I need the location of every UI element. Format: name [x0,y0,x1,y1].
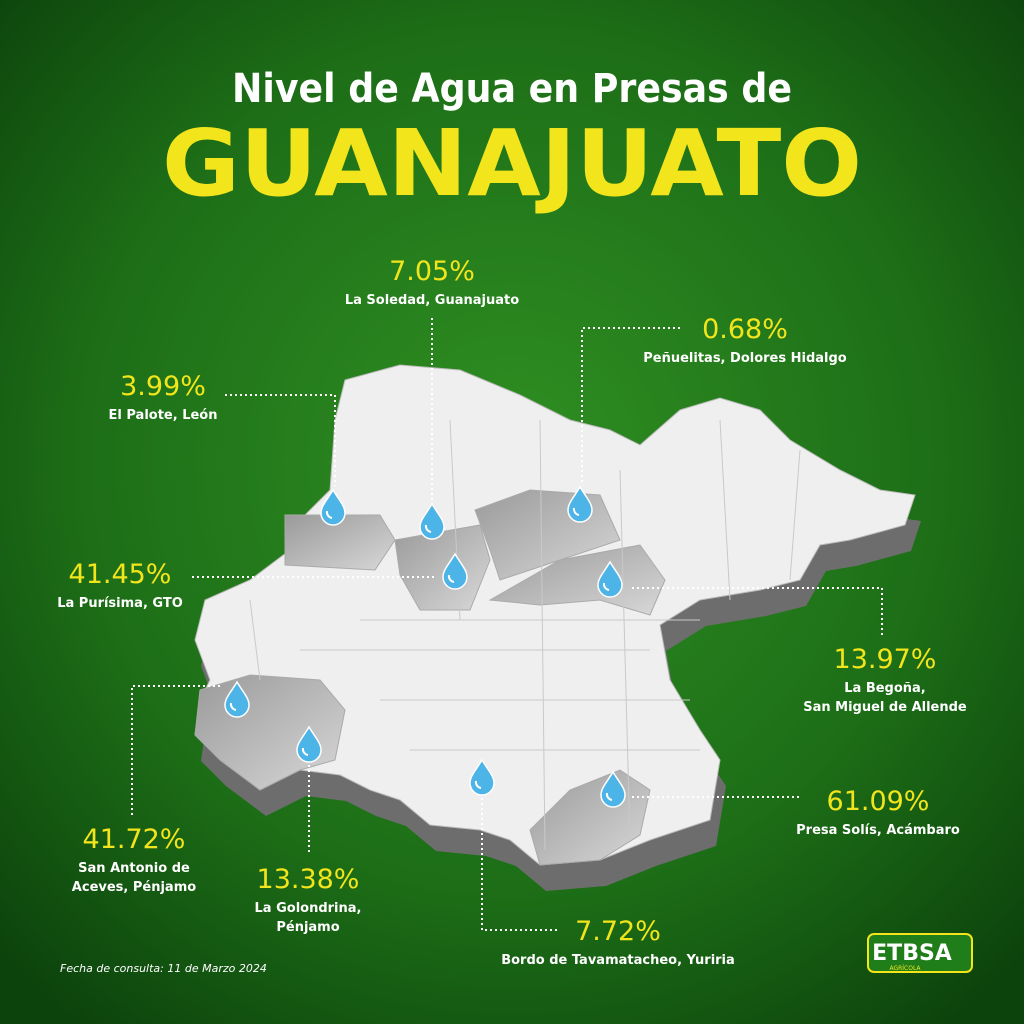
map-state [194,364,916,866]
dam: 3.99% El Palote, León [109,371,346,526]
dam-name: Peñuelitas, Dolores Hidalgo [643,351,847,366]
water-drop [600,770,626,808]
dam: 7.05% La Soledad, Guanajuato [345,256,519,540]
water-drop [296,725,322,763]
dam-name: Aceves, Pénjamo [72,880,196,895]
drop-body [469,758,495,796]
logo: ETBSA AGRÍCOLA [867,933,973,973]
dam: 61.09% Presa Solís, Acámbaro [600,770,960,838]
leader-line [632,587,883,636]
dam: 7.72% Bordo de Tavamatacheo, Yuriria [469,758,735,968]
dam-name: La Begoña, [844,681,926,696]
drop-body [296,725,322,763]
logo-box [867,933,973,973]
dam-level: 13.38% [257,864,360,895]
drop-highlight [447,574,455,583]
water-drop [224,680,250,718]
logo-brand: ETBSA [872,941,952,966]
dam-level: 7.72% [575,916,661,947]
border [249,419,801,851]
drop-body [597,560,623,598]
drop-body [442,552,468,590]
dam: 13.38% La Golondrina, Pénjamo [255,725,362,935]
dam-name: Bordo de Tavamatacheo, Yuriria [501,953,735,968]
drop-body [600,770,626,808]
dam-level: 41.72% [83,824,186,855]
water-drop [469,758,495,796]
leader-line [581,327,680,484]
dam-name: San Antonio de [78,861,190,876]
dams: 7.05% La Soledad, Guanajuato 0.68% Peñuelit… [57,256,967,968]
drop-highlight [325,510,333,519]
dam: 0.68% Peñuelitas, Dolores Hidalgo [567,314,847,523]
leader-line [481,798,560,931]
drop-highlight [424,524,432,533]
title: Nivel de Agua en Presas de [232,66,792,112]
dam-level: 13.97% [834,644,937,675]
dam-name: La Purísima, GTO [57,596,183,611]
dam-level: 41.45% [69,559,172,590]
municipality [394,524,491,611]
drop-highlight [229,702,237,711]
municipality [488,544,666,616]
drop-highlight [301,747,309,756]
water-drop [419,502,445,540]
dam-level: 3.99% [120,371,206,402]
logo-sub: AGRÍCOLA [889,965,921,972]
dam-name: Presa Solís, Acámbaro [796,823,960,838]
drop-highlight [474,780,482,789]
drop-highlight [572,507,580,516]
footer: Fecha de consulta: 11 de Marzo 2024 [60,962,267,975]
map [194,364,921,891]
drop-body [320,488,346,526]
water-drop [597,560,623,598]
drop-highlight [605,792,613,801]
leader-line [225,394,336,486]
dam: 13.97% La Begoña, San Miguel de Allende [597,560,967,715]
dam-name: La Golondrina, [255,901,362,916]
dam-level: 0.68% [702,314,788,345]
dam-name: San Miguel de Allende [803,700,967,715]
dam: 41.72% San Antonio de Aceves, Pénjamo [72,680,250,895]
municipal-borders [249,419,801,851]
dam: 41.45% La Purísima, GTO [57,552,468,611]
drop-highlight [602,582,610,591]
dam-name: El Palote, León [109,408,218,423]
drop-body [419,502,445,540]
municipality [284,514,396,571]
drop-body [567,485,593,523]
dam-name: Pénjamo [276,920,339,935]
dam-level: 7.05% [389,256,475,287]
water-drop [320,488,346,526]
drop-body [224,680,250,718]
dam-name: La Soledad, Guanajuato [345,293,519,308]
dam-level: 61.09% [827,786,930,817]
water-drop [567,485,593,523]
state-title: GUANAJUATO [162,110,862,217]
water-drop [442,552,468,590]
